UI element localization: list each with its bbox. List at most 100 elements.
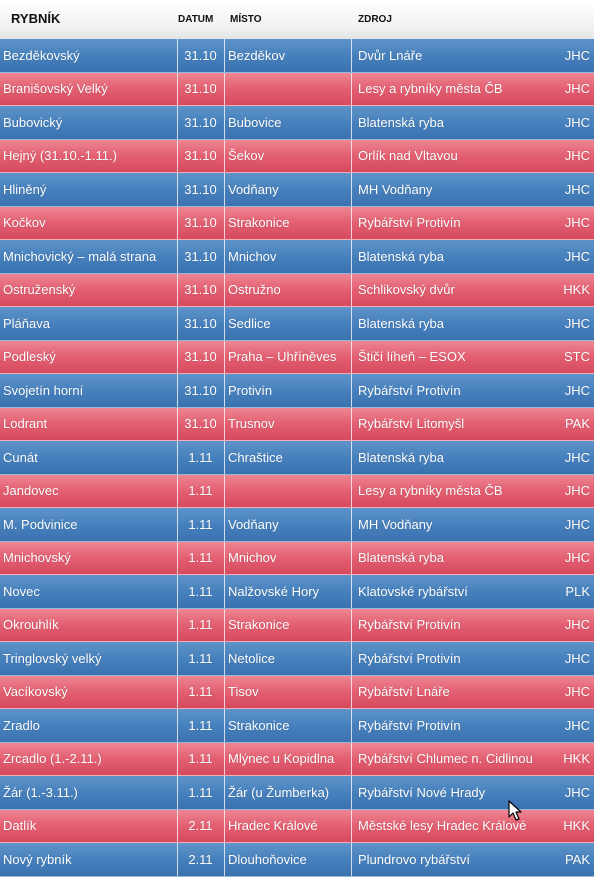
pond-name: Bubovický [3, 114, 63, 130]
region-code: HKK [563, 818, 590, 834]
source-cell: Blatenská ryba [358, 114, 444, 130]
region-code: JHC [564, 617, 590, 633]
date-cell: 31.10 [184, 215, 217, 231]
date-cell: 1.11 [188, 583, 213, 599]
table-header: RYBNÍK DATUM MÍSTO ZDROJ [0, 0, 594, 39]
region-code: JHC [564, 215, 590, 231]
table-row: M. Podvinice 1.11 Vodňany MH Vodňany JHC [0, 508, 594, 542]
column-divider [224, 642, 225, 675]
pond-name: Branišovský Velký [3, 81, 108, 97]
region-code: PAK [564, 851, 590, 867]
date-cell: 1.11 [188, 784, 213, 800]
pond-name: Vacíkovský [3, 684, 68, 700]
source-cell: Schlikovský dvůr [358, 282, 455, 298]
column-divider [351, 139, 352, 172]
pond-name: Nový rybník [3, 851, 72, 867]
table-row: Lodrant 31.10 Trusnov Rybářství Litomyšl PAK [0, 407, 594, 441]
table-row: Tringlovský velký 1.11 Netolice Rybářství P… [0, 642, 594, 676]
column-divider [177, 139, 178, 172]
column-divider [224, 809, 225, 842]
date-cell: 2.11 [188, 851, 213, 867]
place-cell: Šekov [228, 148, 265, 164]
column-divider [224, 206, 225, 239]
pond-name: Tringlovský velký [3, 650, 102, 666]
column-divider [177, 240, 178, 273]
table-row: Mnichovický – malá strana 31.10 Mnichov Bla… [0, 240, 594, 274]
column-divider [224, 340, 225, 373]
place-cell: Protivín [228, 382, 273, 398]
column-divider [177, 441, 178, 474]
pond-name: Žár (1.-3.11.) [3, 784, 78, 800]
column-divider [177, 809, 178, 842]
column-divider [177, 340, 178, 373]
source-cell: MH Vodňany [358, 516, 433, 532]
column-divider [177, 508, 178, 541]
table-row: Datlík 2.11 Hradec Králové Městské lesy Hra… [0, 809, 594, 843]
column-divider [177, 273, 178, 306]
source-cell: Rybářství Lnáře [358, 684, 450, 700]
table-row: Zrcadlo (1.-2.11.) 1.11 Mlýnec u Kopidlna R… [0, 742, 594, 776]
column-divider [351, 742, 352, 775]
place-cell: Bubovice [228, 114, 282, 130]
table-row: Bezděkovský 31.10 Bezděkov Dvůr Lnáře JHC [0, 39, 594, 73]
place-cell: Nalžovské Hory [228, 583, 320, 599]
table-row: Cunát 1.11 Chraštice Blatenská ryba JHC [0, 441, 594, 475]
table-row: Branišovský Velký 31.10 Lesy a rybníky měs… [0, 72, 594, 106]
source-cell: Štičí líheň – ESOX [358, 349, 466, 365]
pond-name: Hliněný [3, 181, 47, 197]
region-code: HKK [563, 751, 590, 767]
source-cell: Lesy a rybníky města ČB [358, 81, 503, 97]
column-divider [224, 575, 225, 608]
column-divider [224, 474, 225, 507]
pond-name: Kočkov [3, 215, 46, 231]
column-divider [351, 206, 352, 239]
source-cell: Lesy a rybníky města ČB [358, 483, 503, 499]
region-code: JHC [564, 717, 590, 733]
date-cell: 31.10 [184, 282, 217, 298]
column-divider [351, 72, 352, 105]
region-code: JHC [564, 248, 590, 264]
region-code: PAK [564, 416, 590, 432]
pond-name: Hejný (31.10.-1.11.) [3, 148, 117, 164]
table-row: Novec 1.11 Nalžovské Hory Klatovské rybářst… [0, 575, 594, 609]
column-divider [351, 106, 352, 139]
column-divider [351, 776, 352, 809]
table-row: Vacíkovský 1.11 Tisov Rybářství Lnáře JHC [0, 675, 594, 709]
place-cell: Ostružno [228, 282, 281, 298]
column-divider [177, 709, 178, 742]
table-row: Pláňava 31.10 Sedlice Blatenská ryba JHC [0, 307, 594, 341]
region-code: HKK [563, 282, 590, 298]
header-misto: MÍSTO [230, 14, 262, 25]
table-row: Nový rybník 2.11 Dlouhoňovice Plundrovo ryb… [0, 843, 594, 877]
region-code: JHC [564, 382, 590, 398]
column-divider [224, 407, 225, 440]
pond-name: Mnichovský [3, 550, 71, 566]
date-cell: 31.10 [184, 248, 217, 264]
column-divider [224, 139, 225, 172]
place-cell: Žár (u Žumberka) [228, 784, 330, 800]
source-cell: Blatenská ryba [358, 315, 444, 331]
date-cell: 1.11 [188, 550, 213, 566]
region-code: JHC [564, 315, 590, 331]
column-divider [177, 575, 178, 608]
column-divider [351, 508, 352, 541]
header-datum: DATUM [178, 14, 214, 25]
region-code: JHC [564, 650, 590, 666]
date-cell: 31.10 [184, 81, 217, 97]
place-cell: Strakonice [228, 617, 290, 633]
source-cell: Blatenská ryba [358, 248, 444, 264]
table-row: Kočkov 31.10 Strakonice Rybářství Protivín J… [0, 206, 594, 240]
column-divider [351, 307, 352, 340]
table-row: Mnichovský 1.11 Mnichov Blatenská ryba JHC [0, 541, 594, 575]
column-divider [351, 407, 352, 440]
table-row: Hejný (31.10.-1.11.) 31.10 Šekov Orlík nad … [0, 139, 594, 173]
column-divider [177, 106, 178, 139]
region-code: JHC [564, 784, 590, 800]
place-cell: Mlýnec u Kopidlna [228, 751, 335, 767]
date-cell: 2.11 [188, 818, 213, 834]
date-cell: 1.11 [188, 483, 213, 499]
source-cell: Rybářství Protivín [358, 215, 461, 231]
table-row: Podleský 31.10 Praha – Uhříněves Štičí líhe… [0, 340, 594, 374]
column-divider [224, 675, 225, 708]
table-row: Svojetín horní 31.10 Protivín Rybářství Pro… [0, 374, 594, 408]
